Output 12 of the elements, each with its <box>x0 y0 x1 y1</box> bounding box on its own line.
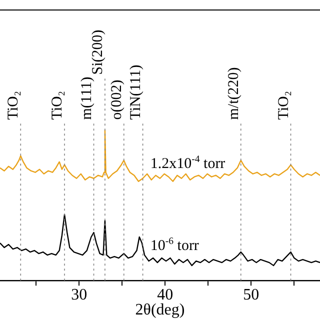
ref-line-label: o(002) <box>108 80 125 120</box>
x-tick-label: 30 <box>71 286 88 304</box>
x-tick-label: 40 <box>157 286 174 304</box>
ref-line-label: TiO₂ <box>6 90 22 120</box>
ref-line-label: TiN(111) <box>128 64 144 120</box>
ref-line-label: TiO₂ <box>50 90 66 120</box>
ref-line-label: m(111) <box>78 76 95 120</box>
ref-line-label: Si(200) <box>90 30 106 75</box>
x-axis-title: 2θ(deg) <box>135 302 185 319</box>
ref-line-label: m/t(220) <box>226 67 242 120</box>
x-tick-label: 50 <box>243 286 260 304</box>
ref-line-label: TiO₂ <box>276 90 292 120</box>
